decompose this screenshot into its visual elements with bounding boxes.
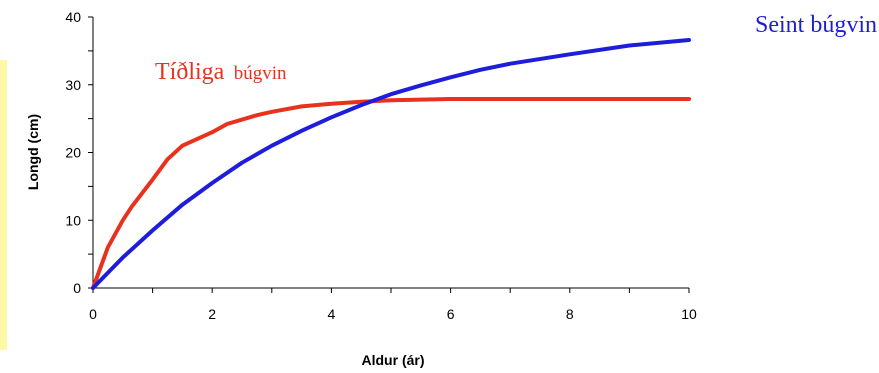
early-annotation-main: Tíðliga: [155, 59, 225, 85]
late-maturing-annotation: Seint búgvin: [755, 12, 877, 38]
x-tick-label: 6: [447, 306, 455, 322]
y-tick-label: 20: [65, 145, 81, 161]
chart-tick-labels: 0 10 20 30 40 0 2 4 6 8 10: [65, 9, 697, 322]
x-tick-label: 4: [328, 306, 336, 322]
y-axis-title: Longd (cm): [25, 114, 41, 190]
chart-lines: [91, 38, 691, 290]
y-tick-label: 0: [73, 280, 81, 296]
x-tick-label: 2: [208, 306, 216, 322]
early-annotation-sub: búgvin: [234, 63, 287, 84]
y-tick-label: 30: [65, 77, 81, 93]
y-tick-label: 40: [65, 9, 81, 25]
y-tick-label: 10: [65, 212, 81, 228]
late-maturing-series-line: [91, 38, 691, 290]
early-maturing-series-line: [91, 97, 691, 290]
chart-axes: [88, 16, 690, 293]
x-axis-title: Aldur (ár): [362, 352, 425, 368]
left-highlight-strip: [0, 60, 7, 350]
x-tick-label: 8: [566, 306, 574, 322]
early-maturing-annotation: Tíðliga búgvin: [155, 59, 287, 85]
x-tick-label: 10: [681, 306, 697, 322]
x-tick-label: 0: [89, 306, 97, 322]
